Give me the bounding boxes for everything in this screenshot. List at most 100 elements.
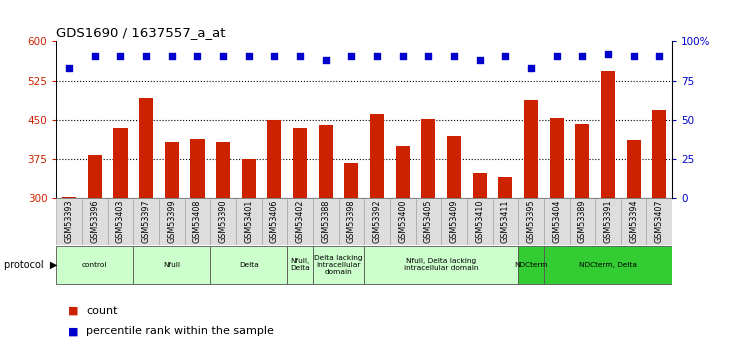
Text: GSM53411: GSM53411: [501, 200, 510, 243]
Text: GSM53408: GSM53408: [193, 200, 202, 243]
Bar: [236, 198, 261, 245]
Point: [576, 53, 588, 58]
Bar: [595, 198, 621, 245]
Text: Delta: Delta: [239, 262, 258, 268]
Text: NDCterm: NDCterm: [514, 262, 547, 268]
Bar: [550, 118, 564, 198]
Text: GSM53395: GSM53395: [526, 200, 535, 243]
Point: [474, 58, 486, 63]
Text: GSM53394: GSM53394: [629, 200, 638, 243]
Point: [166, 53, 178, 58]
Bar: [390, 198, 415, 245]
Point: [89, 53, 101, 58]
Text: GSM53392: GSM53392: [372, 200, 382, 243]
Text: GSM53399: GSM53399: [167, 200, 176, 243]
FancyBboxPatch shape: [544, 246, 672, 284]
Bar: [107, 198, 134, 245]
Bar: [164, 142, 179, 198]
Bar: [370, 114, 384, 198]
Point: [628, 53, 640, 58]
Bar: [442, 198, 467, 245]
Text: count: count: [86, 306, 118, 315]
Text: GSM53409: GSM53409: [450, 200, 459, 243]
Bar: [139, 98, 153, 198]
Text: GSM53402: GSM53402: [296, 200, 305, 243]
Bar: [415, 198, 442, 245]
Bar: [621, 198, 647, 245]
Text: GSM53396: GSM53396: [90, 200, 99, 243]
Text: GSM53410: GSM53410: [475, 200, 484, 243]
Point: [320, 58, 332, 63]
Bar: [524, 100, 538, 198]
Point: [371, 53, 383, 58]
Text: Nfull: Nfull: [163, 262, 180, 268]
Bar: [396, 146, 410, 198]
Point: [499, 53, 511, 58]
Point: [345, 53, 357, 58]
Bar: [339, 198, 364, 245]
Bar: [261, 198, 287, 245]
Point: [268, 53, 280, 58]
Point: [217, 53, 229, 58]
Bar: [493, 198, 518, 245]
Bar: [62, 197, 76, 198]
Point: [397, 53, 409, 58]
Bar: [421, 119, 436, 198]
Bar: [242, 159, 256, 198]
Point: [602, 51, 614, 57]
FancyBboxPatch shape: [134, 246, 210, 284]
FancyBboxPatch shape: [364, 246, 518, 284]
Text: GSM53401: GSM53401: [244, 200, 253, 243]
Text: GSM53390: GSM53390: [219, 200, 228, 243]
Bar: [499, 177, 512, 198]
Bar: [601, 71, 615, 198]
Bar: [518, 198, 544, 245]
Text: GSM53397: GSM53397: [142, 200, 151, 243]
Text: Delta lacking
intracellular
domain: Delta lacking intracellular domain: [315, 255, 363, 275]
Bar: [191, 139, 204, 198]
Text: GSM53389: GSM53389: [578, 200, 587, 243]
Text: GSM53407: GSM53407: [655, 200, 664, 243]
Bar: [626, 140, 641, 198]
Bar: [113, 128, 128, 198]
Text: ■: ■: [68, 306, 78, 315]
Point: [192, 53, 204, 58]
Text: protocol  ▶: protocol ▶: [4, 260, 57, 270]
Bar: [364, 198, 390, 245]
Point: [114, 53, 126, 58]
Bar: [267, 120, 282, 198]
Text: percentile rank within the sample: percentile rank within the sample: [86, 326, 274, 336]
Bar: [569, 198, 595, 245]
Point: [243, 53, 255, 58]
Text: Nfull, Delta lacking
intracellular domain: Nfull, Delta lacking intracellular domai…: [404, 258, 478, 271]
Text: control: control: [82, 262, 107, 268]
Point: [653, 53, 665, 58]
FancyBboxPatch shape: [287, 246, 313, 284]
Bar: [134, 198, 159, 245]
Bar: [185, 198, 210, 245]
Point: [448, 53, 460, 58]
Bar: [575, 124, 590, 198]
Bar: [159, 198, 185, 245]
Point: [550, 53, 562, 58]
Bar: [216, 142, 230, 198]
Bar: [318, 125, 333, 198]
FancyBboxPatch shape: [56, 246, 134, 284]
Bar: [56, 198, 82, 245]
Text: GSM53403: GSM53403: [116, 200, 125, 243]
Text: GSM53388: GSM53388: [321, 200, 330, 243]
Point: [525, 65, 537, 71]
Text: GSM53391: GSM53391: [604, 200, 613, 243]
FancyBboxPatch shape: [313, 246, 364, 284]
Point: [294, 53, 306, 58]
Bar: [653, 110, 666, 198]
Text: GSM53404: GSM53404: [552, 200, 561, 243]
Point: [140, 53, 152, 58]
Text: ■: ■: [68, 326, 78, 336]
Bar: [345, 163, 358, 198]
Bar: [287, 198, 313, 245]
Bar: [472, 173, 487, 198]
Bar: [467, 198, 493, 245]
Text: GSM53406: GSM53406: [270, 200, 279, 243]
Text: GDS1690 / 1637557_a_at: GDS1690 / 1637557_a_at: [56, 26, 226, 39]
